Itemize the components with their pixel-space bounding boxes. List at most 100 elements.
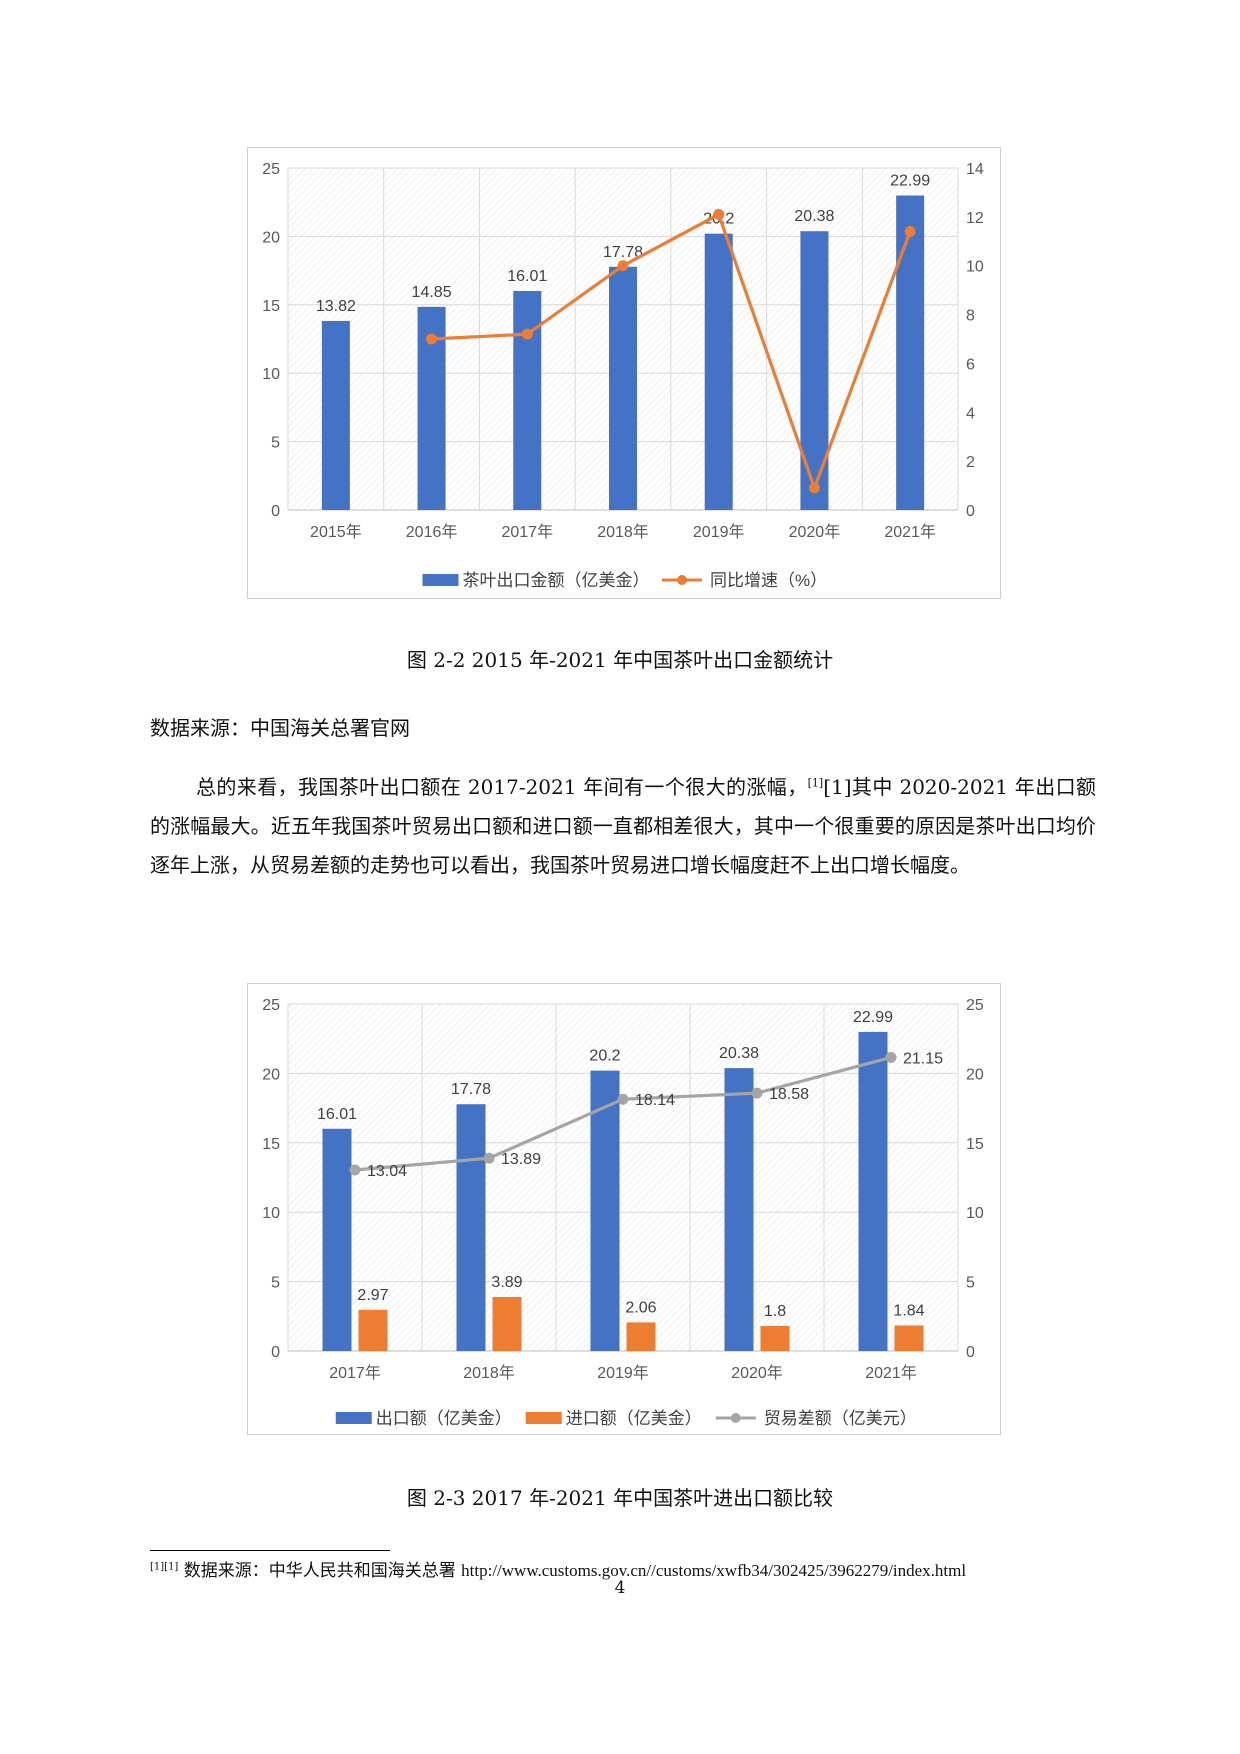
bar-data-label: 20.38 [794, 208, 834, 225]
y-tick-label: 20 [262, 229, 280, 246]
line-point [808, 482, 820, 494]
y-tick-label: 0 [271, 1344, 280, 1361]
line-point [617, 260, 629, 272]
chart1-svg: 0 5 10 15 20 25 0 2 4 6 8 10 12 14 2015年 2016年 2017年 2018… [262, 161, 984, 590]
legend-label: 进口额（亿美金） [566, 1409, 702, 1428]
bar [896, 195, 925, 510]
legend-swatch-marker [677, 575, 687, 585]
footnote: [1][1] 数据来源：中华人民共和国海关总署 http://www.custo… [150, 1556, 966, 1581]
y2-tick-label: 25 [966, 997, 984, 1014]
x-tick-label: 2020年 [789, 523, 841, 541]
y2-tick-label: 20 [966, 1066, 984, 1083]
line-point [483, 1152, 495, 1164]
paragraph-text-1: 总的来看，我国茶叶出口额在 2017-2021 年间有一个很大的涨幅， [196, 775, 808, 799]
bar [321, 320, 350, 510]
bar-data-label: 16.01 [507, 268, 547, 285]
x-tick-label: 2019年 [597, 1364, 649, 1382]
bar [760, 1326, 790, 1351]
line-data-label: 21.15 [903, 1050, 943, 1067]
y2-tick-label: 6 [966, 356, 975, 373]
bar-data-label: 17.78 [603, 244, 643, 261]
bar [322, 1128, 352, 1351]
y-tick-label: 25 [262, 997, 280, 1014]
line-point [885, 1051, 897, 1063]
bar-data-label: 20.38 [719, 1045, 759, 1062]
x-tick-label: 2018年 [597, 523, 649, 541]
y-tick-label: 5 [271, 435, 280, 452]
bar [704, 233, 733, 510]
bar [492, 1297, 522, 1351]
bar [609, 266, 637, 510]
line-data-label: 18.14 [635, 1092, 675, 1109]
bar-data-label: 13.82 [316, 298, 356, 315]
legend-label: 茶叶出口金额（亿美金） [463, 571, 650, 590]
line-data-label: 18.58 [769, 1086, 809, 1103]
y2-tick-label: 4 [966, 405, 975, 422]
y2-tick-label: 0 [966, 503, 975, 520]
line-point [349, 1164, 361, 1176]
figure-caption-2-3: 图 2-3 2017 年-2021 年中国茶叶进出口额比较 [406, 1486, 834, 1510]
bar [626, 1322, 656, 1351]
legend-label: 出口额（亿美金） [376, 1409, 512, 1428]
bar-data-label: 16.01 [317, 1106, 357, 1123]
chart-export-value-2015-2021: 0 5 10 15 20 25 0 2 4 6 8 10 12 14 2015年 2016年 2017年 2018… [247, 147, 1001, 599]
x-tick-label: 2017年 [501, 523, 553, 541]
footnote-text: 数据来源：中华人民共和国海关总署 [183, 1561, 456, 1581]
figure-caption-2-2: 图 2-2 2015 年-2021 年中国茶叶出口金额统计 [406, 648, 834, 672]
bar [456, 1104, 486, 1351]
x-tick-label: 2015年 [310, 523, 362, 541]
y2-tick-label: 10 [966, 1205, 984, 1222]
y-tick-label: 10 [262, 1205, 280, 1222]
footnote-url[interactable]: http://www.customs.gov.cn//customs/xwfb3… [461, 1561, 967, 1580]
bar-data-label: 22.99 [890, 172, 930, 189]
data-source-line: 数据来源：中国海关总署官网 [150, 716, 410, 740]
y2-tick-label: 2 [966, 454, 975, 471]
bar-data-label: 14.85 [412, 284, 452, 301]
bar [858, 1031, 888, 1351]
line-point [521, 328, 533, 340]
y-tick-label: 15 [262, 1136, 280, 1153]
y2-tick-label: 10 [966, 259, 984, 276]
page-number: 4 [614, 1578, 626, 1598]
line-point [751, 1087, 763, 1099]
bar-data-label: 22.99 [853, 1009, 893, 1026]
series-line [431, 212, 912, 490]
legend-swatch-bar [335, 1412, 372, 1424]
line-point [713, 208, 725, 220]
line-data-label: 13.04 [367, 1163, 407, 1180]
bar-data-label: 2.97 [357, 1287, 388, 1304]
footnote-divider [150, 1550, 390, 1551]
y-tick-label: 5 [271, 1275, 280, 1292]
y-tick-label: 10 [262, 366, 280, 383]
x-tick-label: 2020年 [731, 1364, 783, 1382]
bar [358, 1309, 388, 1351]
bar [894, 1325, 924, 1351]
y-tick-label: 20 [262, 1066, 280, 1083]
y2-tick-label: 5 [966, 1275, 975, 1292]
legend-label: 同比增速（%） [710, 571, 827, 590]
x-tick-label: 2017年 [329, 1364, 381, 1382]
legend-swatch-marker [730, 1413, 741, 1423]
bar [590, 1070, 620, 1351]
bar [800, 231, 829, 510]
bar-data-label: 3.89 [491, 1274, 522, 1291]
reference-superscript[interactable]: [1] [807, 776, 824, 790]
bar-data-label: 2.06 [625, 1299, 656, 1316]
chart2-svg: 0 5 10 15 20 25 0 5 10 15 20 25 2017年 2018年 2019年 2020年… [262, 997, 984, 1428]
x-tick-label: 2016年 [406, 523, 458, 541]
line-point [426, 333, 438, 345]
bar-data-label: 1.8 [764, 1303, 786, 1320]
footnote-marker: [1][1] [150, 1561, 179, 1573]
legend-swatch-bar [525, 1412, 562, 1424]
bar-data-label: 17.78 [451, 1081, 491, 1098]
y2-tick-label: 12 [966, 210, 984, 227]
bar [724, 1068, 754, 1351]
x-tick-label: 2021年 [884, 523, 936, 541]
y2-tick-label: 15 [966, 1136, 984, 1153]
legend-swatch-bar [422, 574, 459, 586]
y2-tick-label: 14 [966, 161, 984, 178]
line-data-label: 13.89 [501, 1151, 541, 1168]
bar-data-label: 20.2 [589, 1048, 620, 1065]
line-point [904, 226, 916, 238]
x-tick-label: 2019年 [693, 523, 745, 541]
